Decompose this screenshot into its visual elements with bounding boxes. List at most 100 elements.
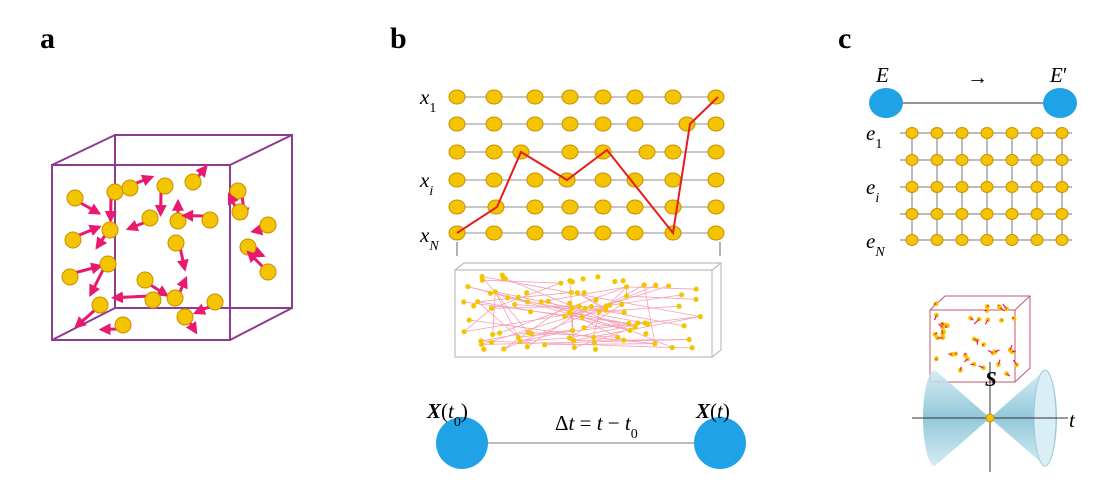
phase-point (569, 305, 576, 311)
phase-point (624, 284, 630, 290)
phase-point (571, 337, 577, 344)
particle (64, 231, 82, 249)
velocity-arrow (73, 262, 104, 275)
mini-particle (957, 367, 963, 373)
phase-link (477, 292, 572, 303)
math-part: t (625, 411, 632, 435)
phase-point (686, 336, 692, 343)
phase-link (547, 300, 624, 341)
mini-arrow (963, 358, 968, 363)
phase-point (545, 298, 551, 304)
phase-point (558, 280, 564, 286)
particle (905, 181, 919, 193)
phase-point (615, 334, 621, 340)
particle (167, 234, 185, 252)
phase-point (497, 330, 503, 336)
phase-point (603, 307, 609, 313)
phase-link (606, 294, 682, 307)
math-part: E (875, 63, 889, 87)
phase-box (454, 262, 722, 358)
particle (121, 179, 139, 197)
phase-link (528, 332, 618, 338)
math-label: eN (866, 229, 885, 260)
particle (985, 413, 995, 423)
particle (561, 89, 579, 105)
math-label: S (985, 367, 997, 391)
phase-point (501, 346, 507, 352)
math-part: i (875, 191, 879, 206)
phase-link (544, 343, 655, 346)
phase-link (495, 291, 573, 309)
phase-link (577, 292, 607, 311)
velocity-arrow (133, 174, 155, 187)
mini-arrow (997, 359, 1001, 365)
box-edges (51, 134, 293, 341)
phase-point (481, 346, 487, 352)
phase-point (527, 309, 534, 315)
particle (980, 208, 994, 220)
phase-point (635, 320, 641, 326)
particle (664, 144, 682, 160)
phase-point (627, 327, 633, 333)
phase-link (570, 306, 592, 314)
panel-label: b (390, 22, 407, 55)
phase-point (607, 302, 613, 308)
velocity-arrow (246, 250, 266, 270)
math-part: 1 (875, 137, 882, 152)
mini-arrow (938, 323, 943, 328)
particle (101, 221, 119, 239)
particle (201, 211, 219, 229)
math-part: 0 (631, 427, 638, 442)
particle (206, 293, 224, 311)
math-part: − (603, 411, 625, 435)
particle (526, 199, 544, 215)
particle (905, 234, 919, 246)
particle (259, 263, 277, 281)
particle (955, 181, 969, 193)
math-label: X(t) (695, 399, 730, 423)
math-label: E′ (1049, 63, 1067, 87)
phase-link (463, 301, 629, 324)
math-part: e (866, 175, 875, 199)
phase-point (566, 309, 572, 315)
phase-point (591, 340, 597, 346)
math-label: ei (866, 175, 879, 206)
math-part: t (569, 411, 576, 435)
particle (930, 154, 944, 166)
mini-arrow (973, 318, 980, 325)
phase-point (538, 299, 544, 305)
particle (905, 127, 919, 139)
particle (156, 177, 174, 195)
particle (448, 89, 466, 105)
math-label: x1 (419, 85, 436, 116)
mini-particle (992, 349, 998, 355)
phase-point (582, 305, 588, 311)
phase-point (581, 325, 587, 331)
phase-point (524, 290, 530, 296)
mini-arrow (1002, 303, 1007, 310)
velocity-arrow (89, 267, 106, 297)
particle (448, 116, 466, 132)
mini-arrow (959, 366, 962, 371)
math-part: ( (710, 399, 717, 423)
phase-point (588, 304, 594, 310)
particle (594, 225, 612, 241)
particle (707, 225, 725, 241)
math-label: Δt = t − t0 (555, 411, 638, 442)
phase-point (512, 301, 518, 308)
particle (955, 234, 969, 246)
particle (561, 116, 579, 132)
phase-point (465, 283, 471, 290)
particle (91, 296, 109, 314)
particle (485, 172, 503, 188)
velocity-arrow (111, 291, 150, 304)
mini-box (929, 295, 1031, 383)
particle (485, 144, 503, 160)
particle (930, 234, 944, 246)
particle (141, 209, 159, 227)
phase-point (681, 323, 687, 329)
particle (930, 127, 944, 139)
particle (176, 308, 194, 326)
phase-link (582, 316, 631, 331)
mini-arrow (984, 319, 989, 325)
